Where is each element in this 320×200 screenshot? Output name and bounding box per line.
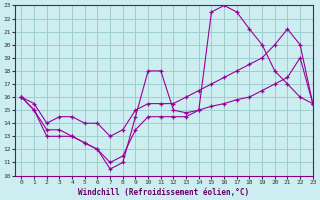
X-axis label: Windchill (Refroidissement éolien,°C): Windchill (Refroidissement éolien,°C) [78, 188, 250, 197]
